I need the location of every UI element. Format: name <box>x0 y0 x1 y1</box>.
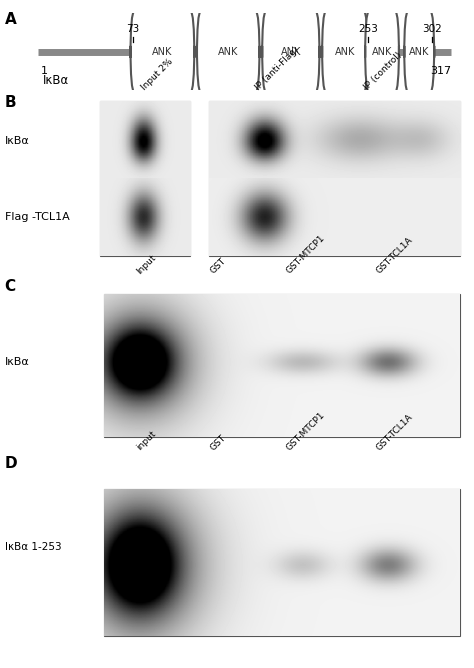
FancyBboxPatch shape <box>130 11 194 92</box>
FancyBboxPatch shape <box>365 11 399 92</box>
Text: 1: 1 <box>40 65 47 75</box>
Bar <box>104 294 460 438</box>
Text: 317: 317 <box>430 65 451 75</box>
Bar <box>209 101 460 257</box>
Text: Flag -TCL1A: Flag -TCL1A <box>5 212 70 222</box>
Text: IκBα: IκBα <box>5 357 29 367</box>
Bar <box>100 101 190 257</box>
Text: C: C <box>5 279 16 294</box>
Text: ANK: ANK <box>409 47 429 57</box>
Text: ANK: ANK <box>281 47 301 57</box>
Text: GST-MTCP1: GST-MTCP1 <box>284 410 327 452</box>
Bar <box>104 489 460 637</box>
Text: Input 2%: Input 2% <box>140 57 175 92</box>
Text: IκBα: IκBα <box>5 136 29 146</box>
FancyBboxPatch shape <box>262 11 319 92</box>
Text: 253: 253 <box>358 24 378 34</box>
Text: 73: 73 <box>127 24 140 34</box>
Text: B: B <box>5 96 17 110</box>
Text: IκBα: IκBα <box>43 74 69 87</box>
Text: GST-TCL1A: GST-TCL1A <box>374 236 414 275</box>
Text: IκBα 1-253: IκBα 1-253 <box>5 542 61 552</box>
Text: Input: Input <box>135 253 158 275</box>
Text: 302: 302 <box>422 24 441 34</box>
FancyBboxPatch shape <box>404 11 434 92</box>
Text: ANK: ANK <box>372 47 392 57</box>
FancyBboxPatch shape <box>322 11 368 92</box>
Text: IP (control): IP (control) <box>363 51 404 92</box>
Text: A: A <box>5 12 16 27</box>
Text: GST-TCL1A: GST-TCL1A <box>374 412 414 452</box>
Text: GST-MTCP1: GST-MTCP1 <box>284 233 327 275</box>
Text: input: input <box>135 430 158 452</box>
FancyBboxPatch shape <box>197 11 259 92</box>
Text: ANK: ANK <box>335 47 355 57</box>
Text: ANK: ANK <box>218 47 238 57</box>
Text: ANK: ANK <box>152 47 173 57</box>
Text: GST: GST <box>209 257 228 275</box>
Text: IP (anti-Flag): IP (anti-Flag) <box>254 45 301 92</box>
Text: GST: GST <box>209 433 228 452</box>
Text: D: D <box>5 456 18 471</box>
